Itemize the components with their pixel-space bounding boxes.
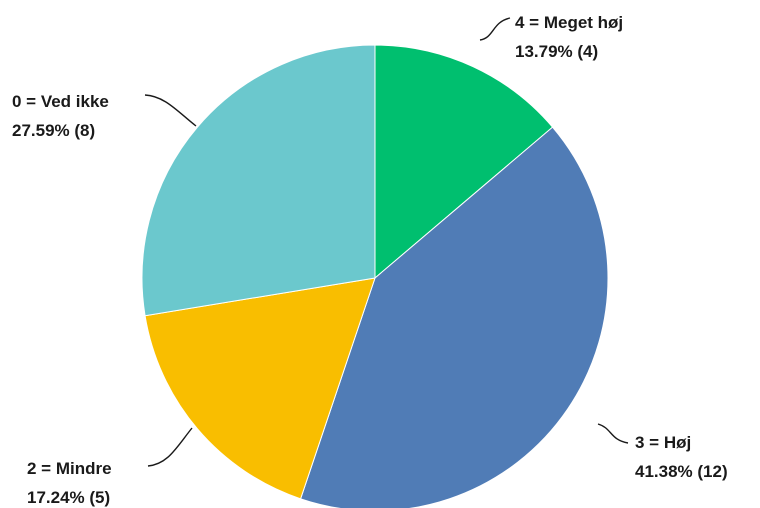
leader-line-3: [144, 94, 197, 127]
pie-slice-1: [299, 126, 609, 508]
pie-slice-2: [144, 277, 376, 500]
slice-label-3: 0 = Ved ikke: [12, 92, 109, 111]
pie-slices: [141, 44, 609, 508]
leader-line-1: [597, 423, 629, 444]
leader-line-2: [147, 427, 193, 467]
slice-label-0: 4 = Meget høj: [515, 13, 623, 32]
pie-slice-0: [374, 44, 554, 280]
slice-labels: 4 = Meget høj 13.79% (4) 3 = Høj 41.38% (12…: [12, 13, 728, 507]
slice-value-label-3: 27.59% (8): [12, 121, 95, 140]
leader-line-0: [479, 17, 511, 41]
slice-value-label-0: 13.79% (4): [515, 42, 598, 61]
slice-label-2: 2 = Mindre: [27, 459, 112, 478]
slice-value-label-2: 17.24% (5): [27, 488, 110, 507]
slice-label-1: 3 = Høj: [635, 433, 691, 452]
slice-value-label-1: 41.38% (12): [635, 462, 728, 481]
pie-slice-3: [141, 44, 376, 317]
